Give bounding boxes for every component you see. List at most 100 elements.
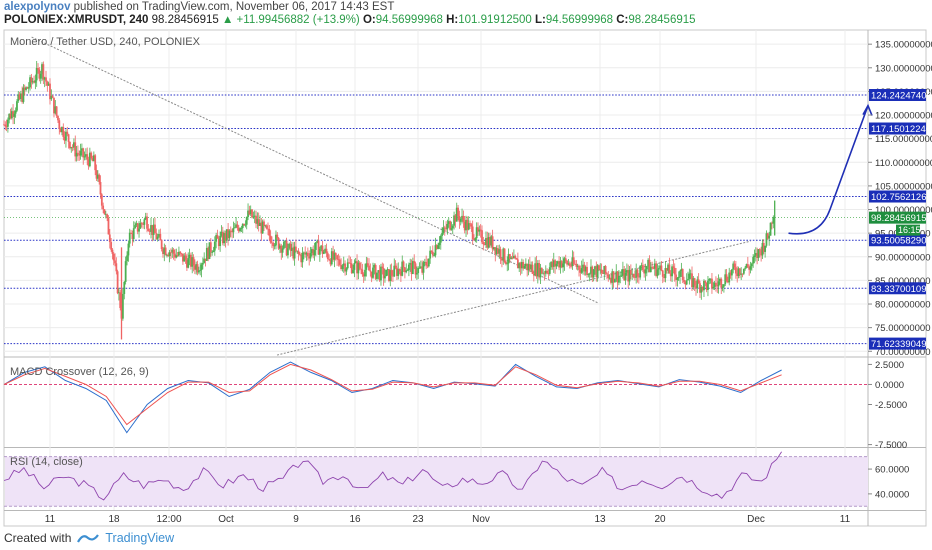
candle-body [551, 261, 554, 267]
candle-body [600, 269, 603, 273]
candle-body [548, 267, 551, 274]
candle-body [148, 230, 151, 232]
candle-body [288, 243, 291, 249]
candle-body [572, 257, 575, 264]
candle-body [118, 292, 120, 294]
candle-body [446, 223, 449, 230]
candle-body [309, 253, 312, 259]
candle-body [88, 152, 91, 167]
candle-body [477, 227, 479, 232]
candle-body [558, 261, 560, 268]
candle-body [418, 267, 421, 269]
candle-body [520, 262, 523, 269]
candle-body [668, 264, 671, 274]
candle-body [457, 207, 459, 217]
ascending-trendline[interactable] [276, 240, 751, 356]
macd-y-tick-label: 2.5000 [875, 360, 904, 371]
candle-body [349, 262, 352, 264]
candle-body [248, 210, 251, 215]
candle-body [123, 281, 126, 294]
candle-body [87, 159, 90, 167]
candle-body [540, 267, 543, 274]
last-price: 98.28456915 [151, 14, 219, 26]
candle-body [318, 248, 321, 255]
candle-body [603, 266, 606, 274]
candle-body [505, 261, 507, 264]
candle-body [255, 215, 257, 224]
candle-body [610, 277, 612, 283]
candle-body [370, 271, 373, 278]
candle-body [684, 282, 687, 285]
candle-body [712, 286, 715, 289]
candle-body [176, 255, 179, 256]
candle-body [696, 279, 699, 289]
candle-body [378, 270, 381, 281]
candle-body [629, 270, 632, 275]
candle-body [116, 271, 119, 294]
candle-body [688, 273, 691, 279]
candle-body [709, 278, 712, 280]
candle-body [453, 215, 455, 226]
candle-body [301, 252, 304, 263]
x-tick-label: Nov [472, 514, 490, 525]
candle-body [695, 285, 697, 289]
candle-body [653, 263, 656, 269]
candle-body [584, 266, 587, 272]
candle-body [272, 243, 275, 247]
x-tick-label: 11 [45, 514, 56, 525]
y-tick-label: 115.00000000 [875, 134, 932, 145]
candle-body [49, 83, 51, 100]
author-name[interactable]: alexpolynov [4, 1, 71, 13]
candle-body [34, 80, 37, 83]
x-tick-label: 11 [840, 514, 851, 525]
countdown-tag [896, 224, 920, 236]
candle-body [66, 131, 69, 135]
candle-body [302, 252, 305, 254]
candle-body [729, 272, 732, 276]
y-tick-label: 130.00000000 [875, 63, 932, 74]
candle-body [526, 263, 529, 271]
candle-body [699, 283, 701, 293]
candle-body [394, 265, 397, 268]
open-value: 94.56999968 [375, 14, 443, 26]
candle-body [292, 247, 295, 259]
candle-body [124, 261, 127, 282]
candle-body [172, 249, 175, 254]
candle-body [90, 152, 93, 159]
candle-body [171, 249, 174, 253]
candle-body [538, 263, 541, 278]
candle-body [652, 267, 655, 269]
candle-body [574, 263, 576, 265]
candle-body [753, 255, 756, 258]
candle-body [373, 265, 376, 268]
candle-body [264, 225, 267, 227]
candle-body [434, 245, 437, 256]
candle-body [664, 268, 667, 279]
x-tick-label: 16 [349, 514, 361, 525]
candle-body [761, 242, 764, 256]
candle-body [482, 242, 485, 245]
candle-body [119, 292, 122, 309]
tradingview-brand[interactable]: TradingView [105, 531, 175, 545]
candle-body [462, 215, 465, 222]
candle-body [567, 263, 570, 265]
candle-body [715, 282, 717, 286]
candle-body [741, 273, 744, 275]
candle-body [342, 263, 345, 266]
candle-body [108, 234, 111, 243]
candle-body [490, 236, 493, 246]
candle-body [207, 247, 210, 259]
candle-body [465, 219, 467, 231]
candle-body [25, 87, 27, 90]
level-price-tag [869, 190, 926, 203]
candle-body [645, 266, 648, 270]
trading-chart[interactable]: 11 18 12:00 Oct 9 16 23 Nov 13 20 Dec 11 135.0000000… [0, 0, 932, 530]
candle-body [8, 113, 11, 120]
candle-body [491, 236, 494, 250]
main-chart-title: Monero / Tether USD, 240, POLONIEX [10, 36, 201, 48]
candle-body [546, 270, 549, 273]
candle-body [14, 110, 17, 114]
projection-arrow[interactable] [788, 105, 869, 235]
candle-body [651, 266, 654, 268]
candle-body [366, 263, 369, 266]
